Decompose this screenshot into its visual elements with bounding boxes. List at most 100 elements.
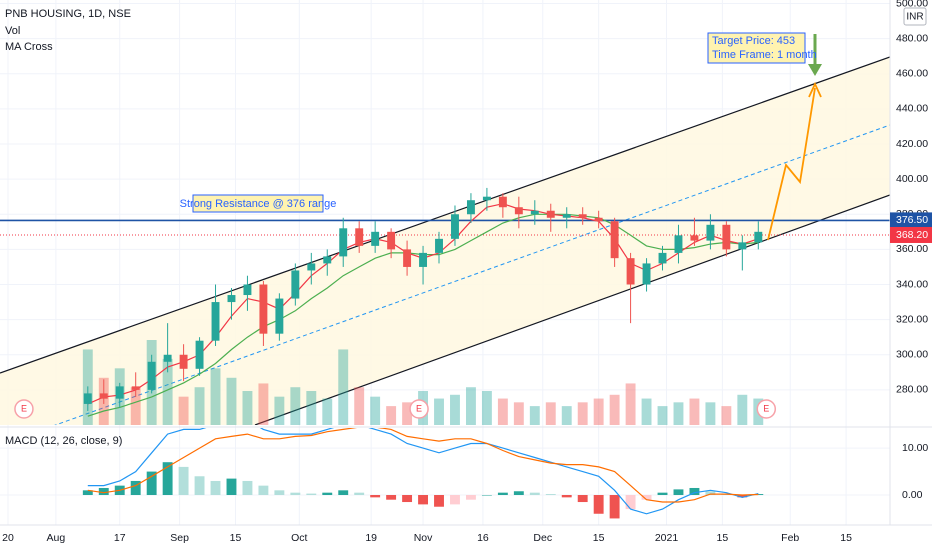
event-label: E [21,403,27,413]
chart-title: PNB HOUSING, 1D, NSE [5,8,131,20]
candle-body [722,224,731,250]
candle-body [530,210,539,215]
volume-bar [322,398,333,425]
volume-bar [465,387,476,425]
y-tick-label: 340.00 [896,278,928,290]
macd-histogram-bar [625,495,636,510]
candle-body [163,354,172,362]
volume-bar [673,402,684,425]
candle-body [291,270,300,299]
price-tag-label: 376.50 [896,214,928,226]
macd-histogram-bar [242,480,253,496]
macd-histogram-bar [418,495,428,505]
volume-bar [130,387,141,425]
macd-histogram-bar [290,492,301,496]
macd-histogram-bar [561,495,572,498]
macd-histogram-bar [609,495,620,519]
volume-bar [737,394,748,425]
event-label: E [763,403,769,413]
candle-body [243,284,252,296]
volume-bar [274,396,285,425]
candle-body [275,298,284,334]
candle-body [451,214,459,239]
volume-bar [561,406,572,425]
candle-body [594,217,603,222]
y-tick-label: 280.00 [896,384,928,396]
macd-histogram-bar [657,492,668,496]
volume-bar [513,402,524,425]
macd-title: MACD (12, 26, close, 9) [5,435,122,447]
candle-body [562,214,571,218]
x-tick-label: 20 [2,532,14,544]
x-tick-label: 2021 [655,532,679,544]
y-tick-label: 400.00 [896,173,928,185]
volume-bar [178,396,189,425]
candle-body [435,238,443,253]
candle-body [339,228,348,257]
candle-body [259,284,268,334]
x-tick-label: Oct [291,532,307,544]
macd-histogram-bar [98,487,109,496]
candle-body [387,231,396,250]
line-macd [87,428,759,515]
x-tick-label: 17 [114,532,126,544]
target-arrow-head [808,64,822,76]
candle-body [578,214,587,218]
macd-tick-label: 10.00 [902,442,928,454]
y-tick-label: 320.00 [896,313,928,325]
candle-body [179,354,188,369]
candle-body [466,200,475,215]
event-marker [14,399,34,419]
macd-histogram-bar [641,495,652,500]
volume-bar [497,398,508,425]
candle-body [355,228,364,246]
x-tick-label: 15 [593,532,605,544]
volume-bar [721,406,732,425]
volume-bar [545,402,556,425]
macd-histogram-bar [274,490,285,496]
volume-bar [481,391,492,425]
channel [0,56,890,425]
volume-bar [194,387,205,425]
macd-histogram-bar [386,495,397,500]
macd-layer [82,428,764,519]
event-marker [756,399,777,419]
volume-bar [338,349,349,425]
y-tick-label: 300.00 [896,349,928,361]
channel-fill [0,57,890,425]
resistance-note: Strong Resistance @ 376 range [180,198,337,210]
x-tick-label: 15 [717,532,729,544]
macd-histogram-bar [370,495,381,498]
candle-body [514,207,523,215]
candle-body [754,231,763,243]
macd-histogram-bar [465,495,476,500]
macd-histogram-bar [513,491,524,496]
candle-body [227,295,236,303]
candle-body [307,263,316,271]
macd-histogram-bar [82,490,93,496]
volume-bar [402,402,413,425]
macd-histogram-bar [450,495,460,505]
volume-bar [577,402,588,425]
currency[interactable]: INR [906,12,923,23]
x-tick-label: Dec [533,532,552,544]
volume-bar [705,402,716,425]
macd-histogram-bar [210,480,221,496]
volume-bar [641,398,652,425]
macd-histogram-bar [673,489,684,496]
macd-histogram-bar [338,490,349,496]
volume-bar [162,358,173,425]
y-tick-label: 500.00 [896,0,928,9]
volume-bar [242,391,253,425]
macd-histogram-bar [705,491,716,496]
x-tick-label: Feb [781,532,799,544]
line-signal [87,428,759,503]
volume-bar [593,398,604,425]
currency-box[interactable] [903,7,927,26]
macd-histogram-bar [402,495,413,503]
price-tag-label: 368.20 [896,229,928,241]
macd-histogram-bar [322,492,333,496]
volume-bar [210,368,221,425]
target-text: Target Price: 453 [712,35,795,47]
